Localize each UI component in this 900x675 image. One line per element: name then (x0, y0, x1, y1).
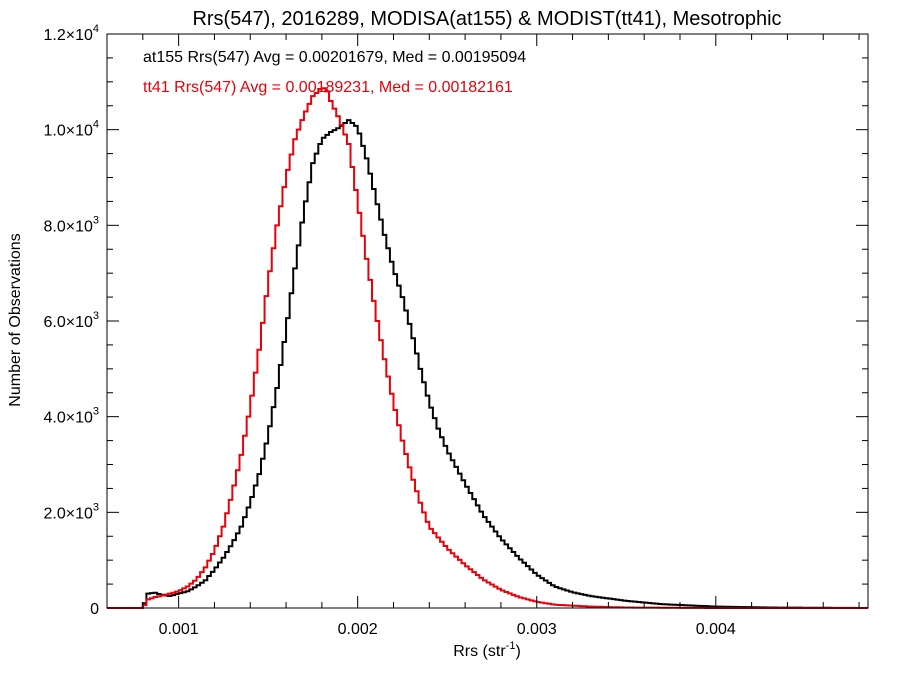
y-tick-label-0: 0 (90, 601, 99, 618)
x-tick-label-3: 0.004 (696, 621, 736, 638)
x-axis-label: Rrs (str-1) (453, 640, 521, 660)
series-line-1 (107, 87, 868, 609)
series-layer (107, 87, 868, 609)
x-tick-label-1: 0.002 (338, 621, 378, 638)
y-tick-label-1: 2.0×103 (43, 501, 99, 522)
y-axis-label: Number of Observations (7, 233, 24, 406)
x-axis-label-main: Rrs (str (453, 643, 506, 660)
y-tick-label-2: 4.0×103 (43, 406, 99, 427)
tick-layer: 0.001 0.002 0.003 0.004 0 2.0×103 4.0×103 6.0×1… (43, 23, 868, 638)
y-tick-label-3: 6.0×103 (43, 310, 99, 331)
x-axis-label-exponent: -1 (506, 640, 516, 652)
x-axis-label-close: ) (515, 643, 520, 660)
y-tick-label-5: 1.0×104 (43, 119, 99, 140)
x-tick-label-0: 0.001 (159, 621, 199, 638)
chart-title: Rrs(547), 2016289, MODISA(at155) & MODIS… (192, 8, 781, 30)
y-tick-label-4: 8.0×103 (43, 214, 99, 235)
y-tick-label-6: 1.2×104 (43, 23, 99, 44)
x-tick-label-2: 0.003 (517, 621, 557, 638)
annotation-tt41-stats: tt41 Rrs(547) Avg = 0.00189231, Med = 0.… (143, 79, 513, 96)
annotation-at155-stats: at155 Rrs(547) Avg = 0.00201679, Med = 0… (143, 49, 526, 66)
